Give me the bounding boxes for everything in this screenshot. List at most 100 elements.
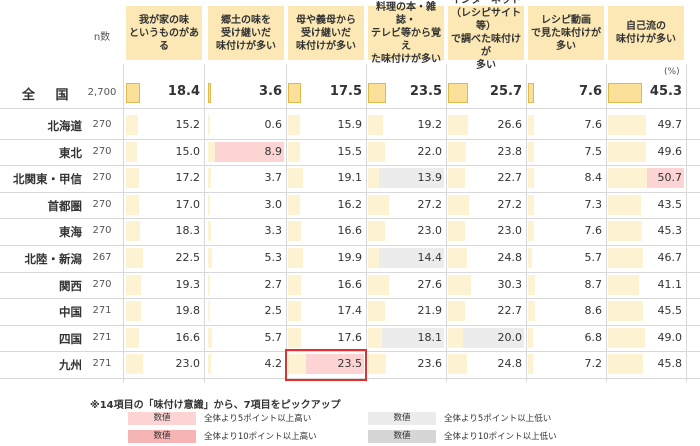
data-cell: 22.5	[126, 248, 202, 268]
value-bar	[448, 141, 467, 162]
value-bar	[288, 115, 301, 135]
value-label: 8.6	[584, 304, 603, 318]
data-cell: 15.2	[126, 115, 202, 135]
value-label: 17.2	[175, 171, 201, 185]
value-bar	[208, 274, 211, 295]
value-bar	[288, 327, 302, 348]
data-cell: 21.9	[368, 301, 444, 322]
value-bar	[288, 301, 302, 322]
value-bar	[208, 221, 211, 242]
data-cell: 50.7	[608, 168, 684, 189]
data-cell: 45.3	[608, 221, 684, 242]
value-bar	[608, 115, 646, 135]
data-cell: 5.7	[528, 248, 604, 268]
grid-hline	[0, 298, 700, 300]
grid-vline	[204, 64, 205, 382]
value-bar	[208, 354, 212, 375]
grid-hline	[0, 165, 700, 167]
data-cell: 19.9	[288, 248, 364, 268]
row-label: 東海	[59, 225, 82, 240]
grid-hline	[0, 271, 700, 273]
grid-hline	[0, 324, 700, 326]
value-bar	[368, 221, 386, 242]
value-bar	[368, 301, 385, 322]
data-cell: 26.6	[448, 115, 524, 135]
data-cell: 7.6	[528, 115, 604, 135]
grid-vline	[446, 64, 447, 382]
value-label: 18.1	[417, 330, 443, 344]
value-label: 30.3	[497, 277, 523, 291]
value-label: 45.3	[657, 224, 683, 238]
data-cell: 8.7	[528, 274, 604, 295]
value-bar	[608, 274, 640, 295]
grid-hline	[0, 218, 700, 220]
data-cell: 23.0	[126, 354, 202, 375]
grid-vline	[526, 64, 527, 382]
grid-vline	[366, 64, 367, 382]
value-label: 45.3	[649, 84, 682, 99]
data-cell: 3.0	[208, 194, 284, 215]
value-bar	[608, 301, 643, 322]
value-bar	[448, 115, 469, 135]
column-header-5: レシピ動画 で見た味付けが 多い	[528, 6, 604, 60]
value-label: 5.7	[264, 330, 283, 344]
value-label: 4.2	[264, 357, 283, 371]
value-bar	[528, 83, 534, 103]
data-cell: 8.4	[528, 168, 604, 189]
data-cell: 5.7	[208, 327, 284, 348]
value-bar	[608, 221, 643, 242]
value-label: 17.6	[337, 330, 363, 344]
legend-swatch-high10: 数値	[128, 430, 196, 443]
value-bar	[528, 168, 535, 189]
value-label: 7.5	[584, 144, 603, 158]
data-cell: 7.3	[528, 194, 604, 215]
legend-text-high10: 全体より10ポイント以上高い	[204, 432, 317, 442]
value-bar	[528, 221, 534, 242]
value-bar	[126, 327, 139, 348]
value-bar	[126, 248, 144, 268]
data-cell: 17.6	[288, 327, 364, 348]
value-bar	[288, 221, 301, 242]
value-bar	[528, 274, 535, 295]
value-bar	[126, 354, 144, 375]
row-n: 271	[92, 305, 112, 317]
value-bar	[368, 248, 379, 268]
value-label: 45.8	[657, 357, 683, 371]
data-cell: 7.5	[528, 141, 604, 162]
legend-text-low10: 全体より10ポイント以上低い	[444, 432, 557, 442]
value-bar	[208, 83, 211, 103]
value-label: 5.3	[264, 251, 283, 264]
data-cell: 23.6	[368, 354, 444, 375]
n-count-header: n数	[93, 32, 111, 43]
row-label: 中国	[59, 305, 82, 320]
data-cell: 27.2	[368, 194, 444, 215]
value-bar	[368, 141, 385, 162]
grid-vline	[123, 64, 124, 382]
value-label: 15.9	[337, 118, 363, 131]
data-cell: 2.5	[208, 301, 284, 322]
row-label: 東北	[59, 145, 82, 160]
row-n: 271	[92, 358, 112, 370]
total-cell: 45.3	[608, 83, 684, 103]
data-cell: 46.7	[608, 248, 684, 268]
data-cell: 3.3	[208, 221, 284, 242]
column-header-0: 我が家の味 というものがある	[126, 6, 202, 60]
value-label: 23.5	[337, 357, 363, 371]
legend-text-low5: 全体より5ポイント以上低い	[444, 414, 552, 424]
unit-label: (%)	[664, 67, 680, 77]
data-cell: 27.2	[448, 194, 524, 215]
value-label: 22.7	[497, 171, 523, 185]
value-bar	[126, 83, 140, 103]
value-label: 49.6	[657, 144, 683, 158]
total-cell: 7.6	[528, 83, 604, 103]
grid-vline	[606, 64, 607, 382]
row-label: 北海道	[47, 119, 83, 133]
value-label: 19.2	[417, 118, 443, 131]
value-bar	[288, 141, 300, 162]
row-label: 四国	[59, 331, 82, 346]
data-cell: 23.0	[368, 221, 444, 242]
data-cell: 5.3	[208, 248, 284, 268]
value-bar	[368, 194, 389, 215]
value-bar	[126, 168, 140, 189]
value-bar	[288, 83, 302, 103]
